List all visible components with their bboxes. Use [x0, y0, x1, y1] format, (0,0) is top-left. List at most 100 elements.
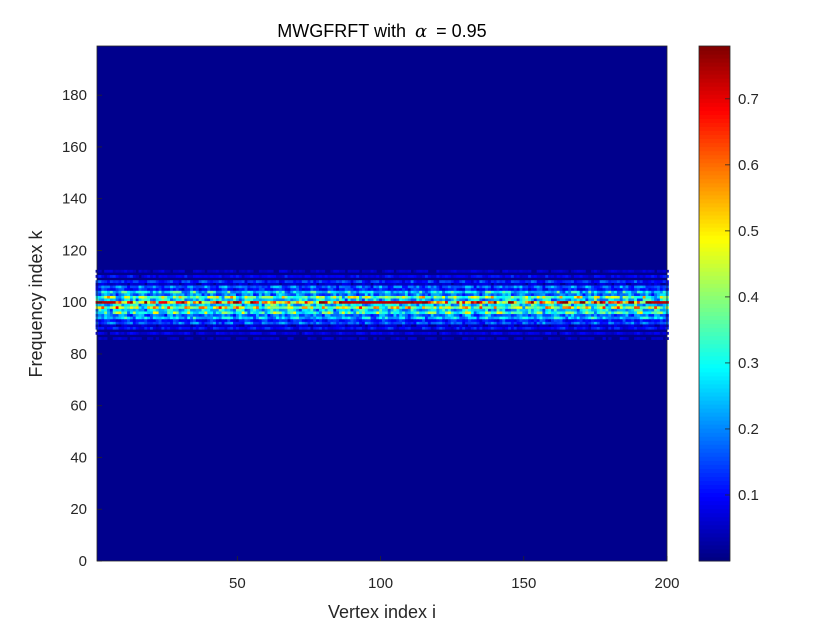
heatmap-cell — [290, 282, 294, 286]
heatmap-cell — [467, 316, 472, 320]
heatmap-cell — [135, 295, 139, 299]
heatmap-cell — [430, 280, 434, 283]
colorbar-segment — [699, 480, 730, 486]
heatmap-cell — [571, 287, 575, 291]
heatmap-cell — [356, 324, 360, 327]
heatmap-cell — [502, 269, 506, 273]
heatmap-cell — [573, 313, 578, 317]
heatmap-cell — [622, 337, 626, 340]
heatmap-cell — [459, 300, 463, 304]
heatmap-cell — [353, 280, 357, 283]
heatmap-cell — [485, 306, 489, 309]
heatmap-cell — [155, 306, 159, 309]
heatmap-cell — [104, 337, 108, 340]
heatmap-cell — [204, 331, 208, 335]
heatmap-cell — [605, 280, 609, 283]
heatmap-cell — [333, 269, 337, 273]
heatmap-cell — [450, 337, 454, 340]
heatmap-cell — [204, 280, 208, 283]
heatmap-cell — [298, 282, 303, 286]
heatmap-cell — [347, 326, 351, 330]
heatmap-cell — [310, 306, 314, 309]
heatmap-cell — [410, 275, 414, 278]
heatmap-cell — [573, 319, 578, 322]
heatmap-cell — [648, 295, 652, 299]
heatmap-cell — [318, 331, 323, 335]
heatmap-cell — [622, 287, 626, 291]
colorbar-tick-label: 0.7 — [738, 91, 759, 108]
heatmap-cell — [373, 285, 377, 289]
heatmap-cell — [155, 303, 159, 307]
heatmap-cell — [104, 300, 108, 304]
heatmap-cell — [238, 311, 243, 315]
heatmap-cell — [270, 308, 274, 312]
heatmap-cell — [273, 293, 277, 296]
heatmap-cell — [264, 295, 268, 299]
heatmap-cell — [161, 295, 165, 299]
heatmap-cell — [364, 337, 369, 340]
heatmap-cell — [150, 337, 154, 340]
heatmap-cell — [648, 298, 652, 302]
heatmap-cell — [659, 269, 664, 273]
heatmap-cell — [261, 311, 265, 315]
heatmap-cell — [614, 287, 618, 291]
heatmap-cell — [115, 337, 119, 340]
heatmap-cell — [645, 290, 649, 294]
heatmap-cell — [318, 275, 323, 278]
heatmap-cell — [118, 280, 122, 283]
heatmap-cell — [213, 275, 217, 278]
heatmap-cell — [190, 293, 194, 296]
heatmap-cell — [487, 321, 492, 325]
heatmap-cell — [619, 321, 623, 325]
heatmap-cell — [436, 316, 440, 320]
heatmap-cell — [255, 313, 260, 317]
heatmap-cell — [250, 319, 254, 322]
heatmap-cell — [539, 303, 543, 307]
heatmap-cell — [424, 290, 429, 294]
heatmap-cell — [278, 285, 283, 289]
heatmap-cell — [227, 295, 231, 299]
heatmap-cell — [596, 298, 601, 302]
heatmap-cell — [467, 321, 472, 325]
heatmap-cell — [433, 308, 437, 312]
heatmap-cell — [562, 306, 566, 309]
heatmap-cell — [241, 269, 245, 273]
heatmap-cell — [178, 331, 182, 335]
heatmap-cell — [218, 331, 222, 335]
heatmap-cell — [382, 282, 386, 286]
colorbar-segment — [699, 432, 730, 437]
heatmap-cell — [659, 293, 664, 296]
heatmap-cell — [107, 321, 111, 325]
colorbar-segment — [699, 102, 730, 107]
heatmap-cell — [591, 316, 595, 320]
heatmap-cell — [413, 290, 417, 294]
heatmap-cell — [287, 313, 291, 317]
heatmap-cell — [201, 285, 205, 289]
heatmap-cell — [341, 313, 346, 317]
heatmap-cell — [178, 313, 182, 317]
colorbar-segment — [699, 420, 730, 425]
heatmap-cell — [476, 311, 480, 315]
heatmap-cell — [631, 306, 635, 309]
heatmap-cell — [639, 275, 644, 278]
heatmap-cell — [281, 321, 286, 325]
heatmap-cell — [336, 290, 340, 294]
heatmap-cell — [344, 287, 349, 291]
heatmap-cell — [307, 287, 311, 291]
heatmap-cell — [350, 321, 354, 325]
heatmap-cell — [318, 282, 323, 286]
heatmap-cell — [407, 324, 412, 327]
heatmap-cell — [470, 313, 475, 317]
heatmap-cell — [467, 303, 472, 307]
heatmap-cell — [599, 331, 603, 335]
heatmap-cell — [373, 326, 377, 330]
heatmap-cell — [301, 290, 306, 294]
colorbar-segment — [699, 363, 730, 369]
heatmap-cell — [270, 303, 274, 307]
heatmap-cell — [487, 275, 492, 278]
heatmap-cell — [585, 306, 589, 309]
heatmap-cell — [404, 298, 409, 302]
heatmap-cell — [548, 280, 552, 283]
heatmap-cell — [571, 337, 575, 340]
heatmap-cell — [313, 311, 317, 315]
